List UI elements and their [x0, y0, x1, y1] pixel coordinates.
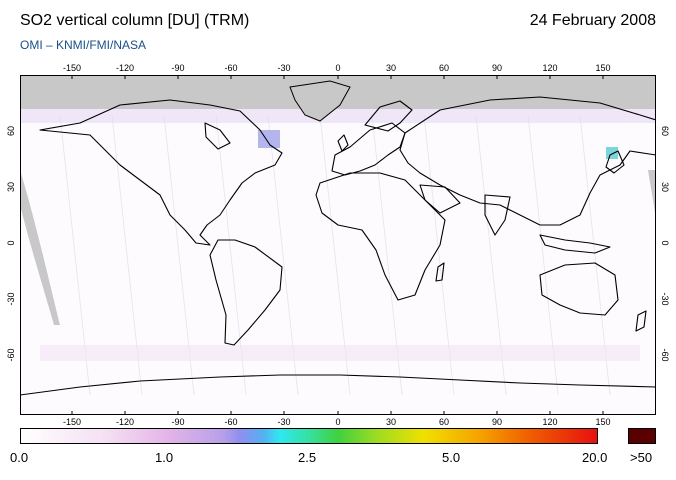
- greenland: [289, 80, 351, 122]
- world-map: [20, 75, 656, 415]
- map-background: [20, 75, 656, 415]
- so2-patch: [20, 109, 656, 123]
- lat-tick-label: -60: [660, 348, 670, 361]
- lat-tick-label: -30: [6, 292, 16, 305]
- lon-tick-label: -120: [116, 417, 134, 427]
- no-data-swath: [20, 170, 60, 325]
- map-frame: [20, 75, 656, 415]
- lat-tick-label: -30: [660, 292, 670, 305]
- lon-tick-label: 120: [542, 417, 557, 427]
- lon-labels-top: -150 -120 -90 -60 -30 0 30 60 90 120 150: [63, 63, 611, 73]
- colorbar-label: 2.5: [298, 450, 317, 465]
- lon-labels-bottom: -150 -120 -90 -60 -30 0 30 60 90 120 150: [63, 417, 611, 427]
- color-scale-bar: [20, 428, 598, 444]
- lat-tick-label: -60: [6, 348, 16, 361]
- overflow-color-box: [628, 428, 656, 444]
- lon-tick-label: 0: [335, 417, 340, 427]
- colorbar-label: 1.0: [155, 450, 174, 465]
- colorbar-label: 0.0: [10, 450, 29, 465]
- map-date: 24 February 2008: [529, 12, 656, 29]
- lon-tick-label: -60: [224, 417, 237, 427]
- so2-patch: [40, 345, 640, 361]
- lat-tick-label: 30: [6, 182, 16, 192]
- lon-tick-label: -120: [116, 63, 134, 73]
- coastlines: [20, 96, 656, 396]
- no-data-swath-right: [648, 170, 656, 225]
- lon-tick-label: -150: [63, 417, 81, 427]
- map-title: SO2 vertical column [DU] (TRM): [20, 12, 250, 29]
- lon-tick-label: 30: [386, 417, 396, 427]
- lon-tick-label: 90: [492, 417, 502, 427]
- lat-labels-right: 60 30 0 -30 -60: [660, 126, 670, 362]
- lon-tick-label: 150: [595, 417, 610, 427]
- lon-tick-label: 120: [542, 63, 557, 73]
- lon-tick-label: -150: [63, 63, 81, 73]
- lon-tick-label: 60: [439, 63, 449, 73]
- lon-tick-label: -30: [277, 63, 290, 73]
- lon-tick-label: 90: [492, 63, 502, 73]
- so2-patch: [606, 147, 618, 159]
- lat-tick-label: 60: [6, 126, 16, 136]
- lat-tick-label: 0: [660, 240, 670, 245]
- lon-tick-label: -60: [224, 63, 237, 73]
- lon-tick-label: 150: [595, 63, 610, 73]
- lon-tick-label: 0: [335, 63, 340, 73]
- lon-tick-label: 30: [386, 63, 396, 73]
- lon-tick-label: 60: [439, 417, 449, 427]
- lat-labels-left: 60 30 0 -30 -60: [6, 126, 16, 362]
- lat-tick-label: 60: [660, 126, 670, 136]
- lon-tick-label: -90: [171, 417, 184, 427]
- lat-tick-label: 0: [6, 240, 16, 245]
- colorbar-label: 20.0: [582, 450, 608, 465]
- lon-tick-label: -30: [277, 417, 290, 427]
- lon-tick-label: -90: [171, 63, 184, 73]
- map-subtitle: OMI – KNMI/FMI/NASA: [20, 38, 147, 52]
- colorbar-overflow-label: >50: [630, 450, 653, 465]
- lat-tick-label: 30: [660, 182, 670, 192]
- colorbar-label: 5.0: [442, 450, 461, 465]
